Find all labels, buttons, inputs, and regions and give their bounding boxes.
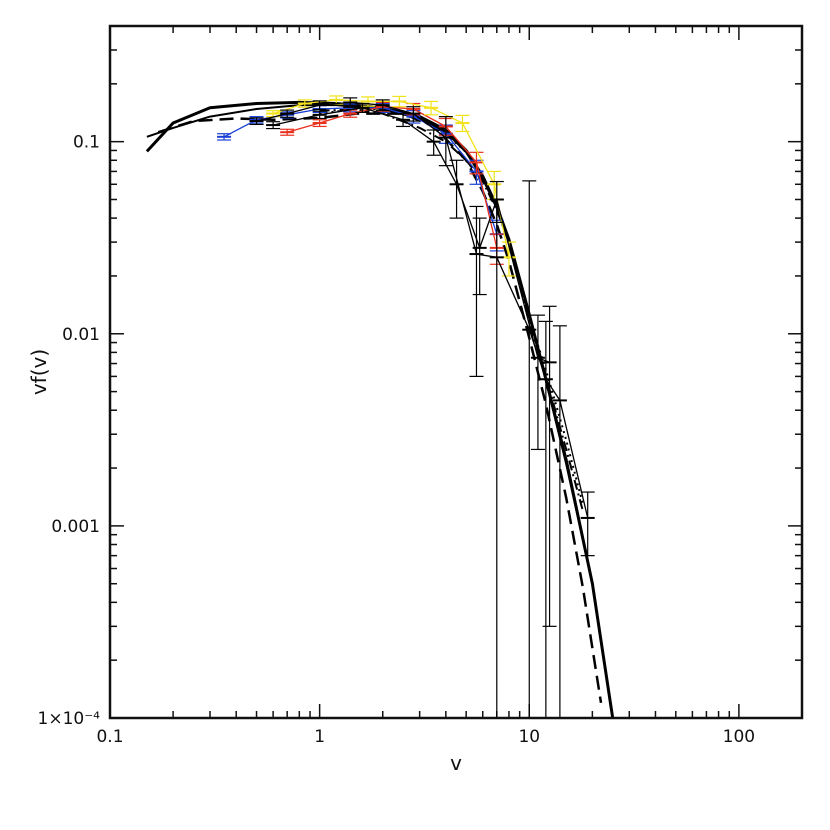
error-bar (522, 180, 537, 718)
error-bar (217, 133, 232, 141)
tick-labels: 0.1 1 10 100 0.1 0.01 0.001 1×10⁻⁴ (38, 133, 756, 747)
series-group (145, 95, 615, 718)
error-bar (542, 305, 557, 627)
y-tick-label: 0.1 (73, 133, 100, 153)
error-bar (580, 491, 595, 557)
error-bar (455, 114, 470, 133)
error-bar (360, 96, 375, 107)
error-bar (396, 112, 411, 128)
error-bar (355, 102, 370, 114)
error-bar (312, 119, 327, 128)
y-axis-label: vf(v) (27, 349, 51, 395)
error-bar (472, 217, 487, 296)
x-axis-label: v (450, 751, 462, 775)
error-bar (552, 325, 567, 718)
error-bar (392, 95, 407, 108)
error-bar (438, 116, 453, 167)
error-bar (249, 117, 264, 125)
error-bar (530, 314, 545, 451)
error-bar (469, 151, 484, 175)
series-line (272, 107, 550, 364)
error-bar (489, 180, 504, 223)
error-bar (406, 106, 421, 122)
error-bar (426, 129, 441, 156)
error-bar (538, 320, 553, 718)
error-bar (424, 100, 439, 116)
x-tick-label: 100 (723, 727, 755, 747)
y-tick-label: 1×10⁻⁴ (38, 709, 101, 729)
error-bar (280, 109, 295, 118)
plot-frame (108, 24, 804, 720)
series-line (287, 106, 498, 249)
error-bar (375, 99, 390, 112)
error-bar (266, 121, 281, 130)
error-bar (449, 159, 464, 219)
y-tick-label: 0.001 (51, 517, 100, 537)
x-tick-label: 1 (314, 727, 325, 747)
x-tick-label: 0.1 (96, 727, 123, 747)
y-tick-label: 0.01 (62, 325, 100, 345)
error-bar (343, 97, 358, 108)
x-tick-label: 10 (518, 727, 540, 747)
error-bar (312, 110, 327, 120)
error-bar (280, 128, 295, 136)
error-bar (312, 100, 327, 111)
series-9 (266, 102, 557, 627)
error-bar (469, 205, 484, 377)
series-7 (266, 95, 516, 277)
error-bar (266, 110, 281, 118)
series-8 (249, 97, 595, 718)
